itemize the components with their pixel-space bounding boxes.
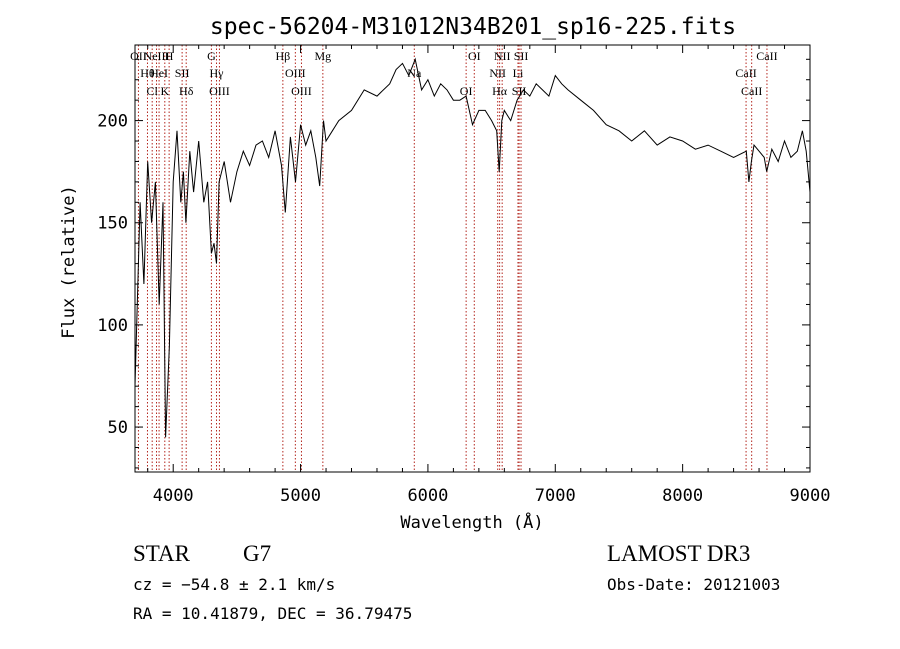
object-class: STAR <box>133 541 191 566</box>
line-marker-label: Hα <box>492 84 508 98</box>
y-tick-label: 50 <box>108 418 128 438</box>
line-marker-label: Mg <box>315 49 332 63</box>
coordinates-line: RA = 10.41879, DEC = 36.79475 <box>133 604 412 623</box>
y-axis-label: Flux (relative) <box>59 185 79 339</box>
line-marker-label: NII <box>489 66 506 80</box>
spectral-line-markers <box>137 45 768 472</box>
line-marker-label: Hβ <box>275 49 290 63</box>
line-marker-label: OIII <box>209 84 230 98</box>
spectral-line-labels: OIIHθClNeIIIHeIKHSIIHδGHγOIIIHβOIIIOIIIM… <box>130 49 778 98</box>
x-tick-label: 9000 <box>790 486 831 506</box>
line-marker-label: NII <box>494 49 511 63</box>
y-tick-label: 100 <box>97 316 128 336</box>
x-tick-label: 4000 <box>153 486 194 506</box>
chart-title: spec-56204-M31012N34B201_sp16-225.fits <box>210 14 736 40</box>
line-marker-label: SII <box>512 84 527 98</box>
line-marker-label: OIII <box>291 84 312 98</box>
line-marker-label: OII <box>130 49 147 63</box>
line-marker-label: SII <box>175 66 190 80</box>
y-tick-label: 200 <box>97 112 128 132</box>
line-marker-label: SII <box>514 49 529 63</box>
redshift-line: cz = −54.8 ± 2.1 km/s <box>133 575 335 594</box>
x-tick-label: 5000 <box>280 486 321 506</box>
object-subclass: G7 <box>243 541 271 566</box>
x-tick-label: 8000 <box>662 486 703 506</box>
observation-date: Obs-Date: 20121003 <box>607 575 780 594</box>
line-marker-label: CaII <box>756 49 777 63</box>
line-marker-label: OIII <box>285 66 306 80</box>
line-marker-label: Hγ <box>210 66 225 80</box>
flux-series-line <box>134 57 811 438</box>
line-marker-label: K <box>160 84 169 98</box>
line-marker-label: OI <box>460 84 473 98</box>
line-marker-label: HeI <box>150 66 168 80</box>
survey-name: LAMOST DR3 <box>607 541 750 566</box>
line-marker-label: OI <box>468 49 481 63</box>
line-marker-label: G <box>207 49 216 63</box>
line-marker-label: CaII <box>735 66 756 80</box>
y-tick-label: 150 <box>97 214 128 234</box>
x-axis-label: Wavelength (Å) <box>400 511 543 533</box>
line-marker-label: Hδ <box>179 84 194 98</box>
line-marker-label: Hθ <box>140 66 155 80</box>
line-marker-label: Li <box>513 66 524 80</box>
y-axis-ticks: 50 100 150 200 <box>97 58 810 469</box>
line-marker-label: CaII <box>741 84 762 98</box>
x-axis-ticks: 4000 5000 6000 7000 8000 9000 <box>147 45 831 506</box>
line-marker-label: NeIII <box>144 49 170 63</box>
x-tick-label: 6000 <box>407 486 448 506</box>
x-tick-label: 7000 <box>535 486 576 506</box>
line-marker-label: H <box>165 49 174 63</box>
plot-frame <box>134 44 811 473</box>
line-marker-label: Cl <box>147 84 159 98</box>
